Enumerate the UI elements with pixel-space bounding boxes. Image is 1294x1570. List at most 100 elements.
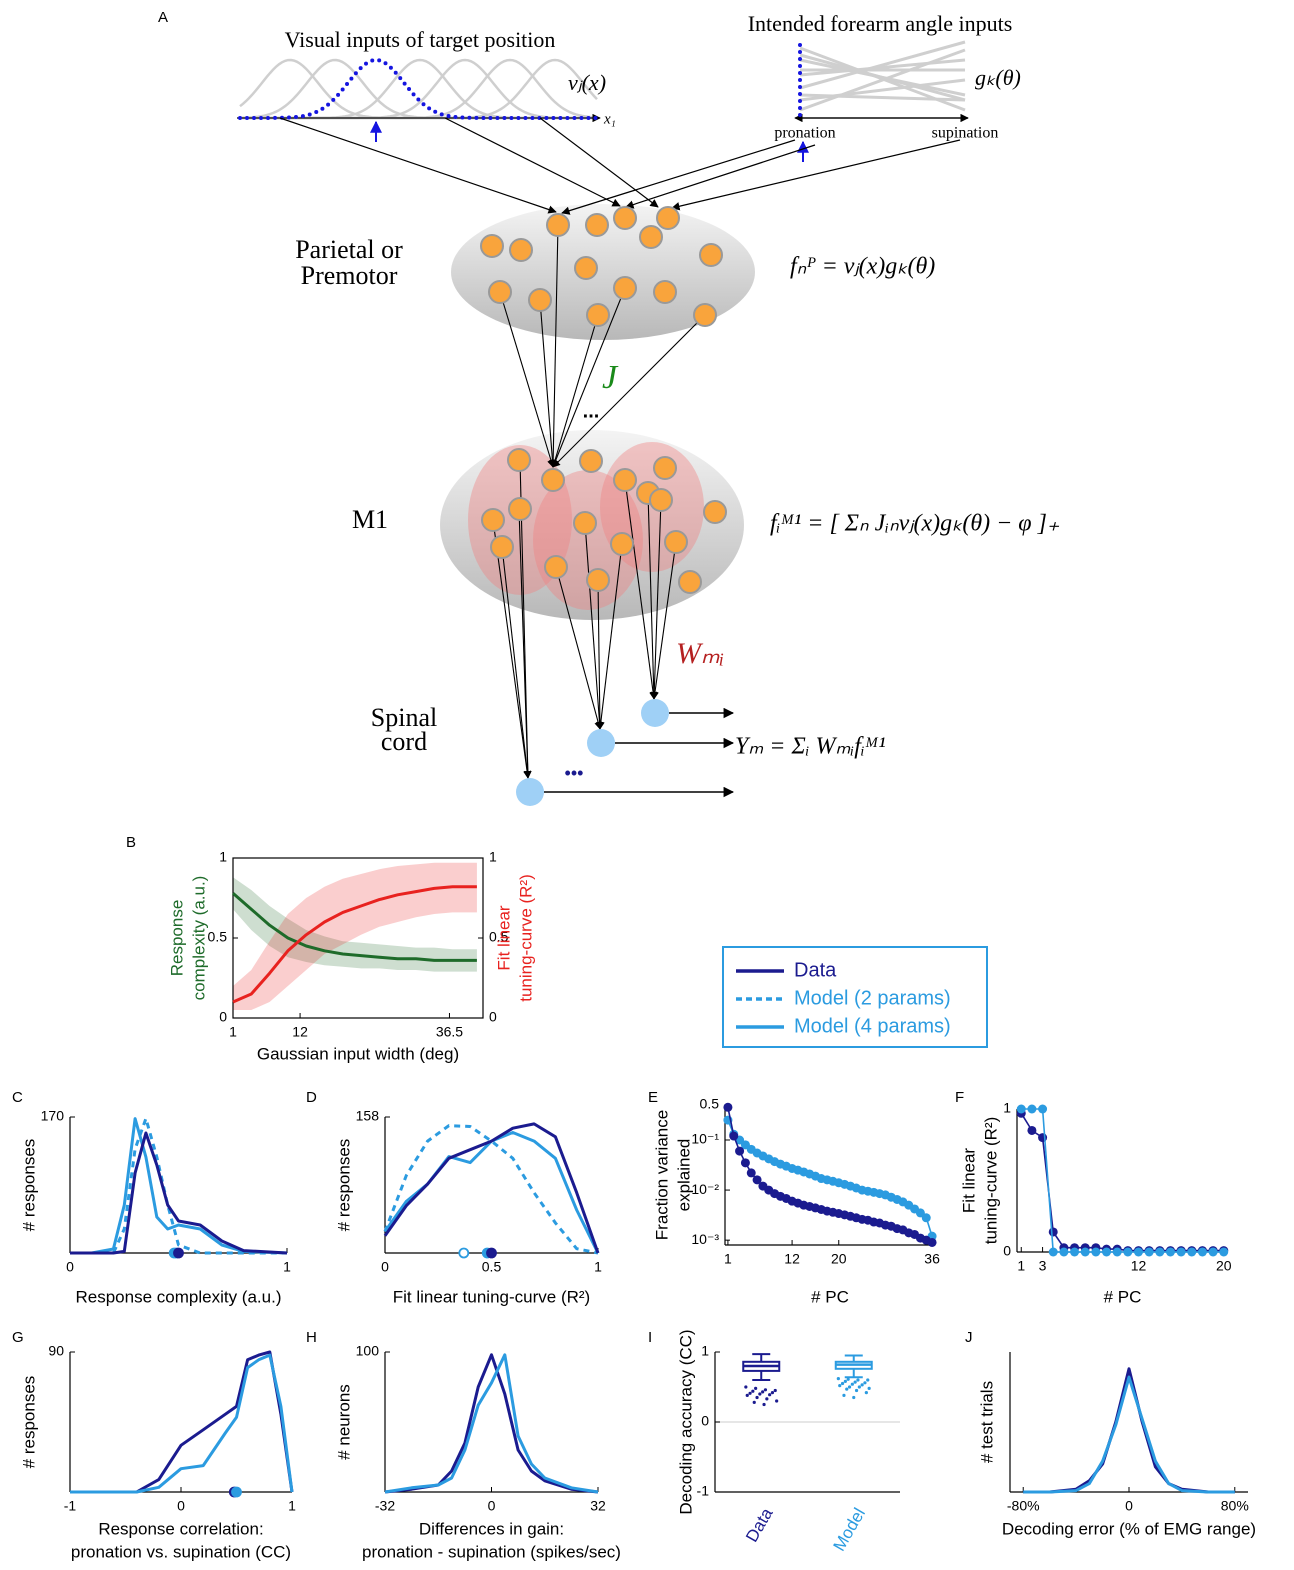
legend-box [722, 946, 988, 1048]
outlier [838, 1384, 842, 1388]
neuron [509, 238, 533, 262]
panel-label: G [12, 1329, 24, 1346]
neuron [507, 448, 531, 472]
neuron [649, 488, 673, 512]
x-axis-label: # PC [811, 1287, 849, 1306]
x-tick-label: 1 [594, 1259, 602, 1275]
point [1208, 1247, 1218, 1257]
neuron [703, 500, 727, 524]
outlier [745, 1393, 749, 1397]
neuron [544, 555, 568, 579]
arrow [444, 117, 621, 207]
x-axis-label: Decoding error (% of EMG range) [1002, 1519, 1256, 1538]
parietal-label: Parietal or [295, 235, 403, 264]
outlier [845, 1387, 849, 1391]
line [727, 1107, 933, 1244]
x-tick-label: 32 [590, 1498, 606, 1514]
x-tick-label: 12 [292, 1024, 308, 1040]
y-tick-label: 1 [1003, 1100, 1011, 1116]
neuron [653, 280, 677, 304]
arrow [501, 546, 532, 779]
outlier [762, 1402, 766, 1407]
m1-label: M1 [352, 505, 388, 534]
point [1176, 1247, 1186, 1257]
neuron [488, 280, 512, 304]
panel-label: J [965, 1329, 973, 1346]
y-tick-label: 0 [701, 1413, 709, 1429]
outlier [775, 1399, 779, 1403]
y-axis-label: Response [167, 900, 186, 977]
outlier [860, 1383, 864, 1387]
x-tick-label: 1 [1017, 1258, 1025, 1274]
outlier [846, 1377, 850, 1381]
outlier [850, 1382, 854, 1386]
neuron [481, 508, 505, 532]
panel-label: I [648, 1329, 652, 1346]
outlier [853, 1380, 857, 1384]
neuron [541, 468, 565, 492]
y-tick-label: 170 [41, 1108, 65, 1124]
input-curve [799, 40, 966, 90]
spinal-label: Spinal [371, 703, 437, 732]
y-tick-label: 1 [701, 1343, 709, 1359]
panel-label: B [126, 834, 136, 851]
y-tick-label: 0.5 [700, 1096, 720, 1112]
point [729, 1131, 739, 1141]
visual-function: vⱼ(x) [568, 70, 606, 95]
x-tick-label: 36.5 [436, 1024, 463, 1040]
outlier [744, 1385, 748, 1389]
point [1059, 1247, 1069, 1257]
point [1144, 1247, 1154, 1257]
x-tick-label: 20 [1216, 1258, 1232, 1274]
x-axis-label: Gaussian input width (deg) [257, 1044, 459, 1063]
input-curve [799, 48, 966, 112]
visual-axis: x₁ [603, 111, 616, 127]
panel-label: F [955, 1089, 964, 1106]
y-axis-label: Fraction variance [652, 1110, 671, 1240]
x-tick-label: 1 [229, 1024, 237, 1040]
point [740, 1158, 750, 1168]
point [1165, 1247, 1175, 1257]
y-axis-label: tuning-curve (R²) [516, 874, 535, 1002]
outlier [758, 1392, 762, 1396]
point [1027, 1104, 1037, 1114]
neuron [653, 456, 677, 480]
neuron [579, 449, 603, 473]
y-tick-label: 90 [48, 1343, 64, 1359]
line [1021, 1108, 1224, 1253]
ellipsis: ... [583, 400, 600, 422]
line [232, 885, 477, 1004]
x-tick-label: 12 [784, 1251, 800, 1267]
y-tick-label: 10⁻² [691, 1181, 719, 1197]
outlier [866, 1378, 870, 1382]
motor-neuron [641, 699, 669, 727]
y-tick-label: 0 [489, 1009, 497, 1025]
point [752, 1175, 762, 1185]
y-tick-label: -1 [697, 1483, 710, 1499]
motor-neuron [516, 778, 544, 806]
neuron [573, 511, 597, 535]
point [1080, 1247, 1090, 1257]
point [927, 1237, 937, 1247]
point [921, 1213, 931, 1223]
outlier [843, 1379, 847, 1383]
neuron [508, 497, 532, 521]
neuron [699, 243, 723, 267]
arrow [551, 314, 599, 468]
y-axis-label: Fit linear [959, 1148, 978, 1214]
y-tick-label: 100 [356, 1343, 380, 1359]
input-curve [240, 58, 598, 120]
x-axis-label: Fit linear tuning-curve (R²) [393, 1287, 590, 1306]
y-axis-label: tuning-curve (R²) [981, 1117, 1000, 1245]
outlier [867, 1386, 871, 1390]
x-tick-label: 80% [1221, 1498, 1249, 1514]
x-tick-label: 0 [1125, 1498, 1133, 1514]
line [383, 1122, 600, 1254]
x-tick-label: -80% [1007, 1498, 1040, 1514]
line [70, 1131, 288, 1255]
arrow [624, 479, 657, 700]
mean-marker [173, 1247, 184, 1259]
point [735, 1146, 745, 1156]
y-tick-label: 0.5 [489, 929, 509, 945]
